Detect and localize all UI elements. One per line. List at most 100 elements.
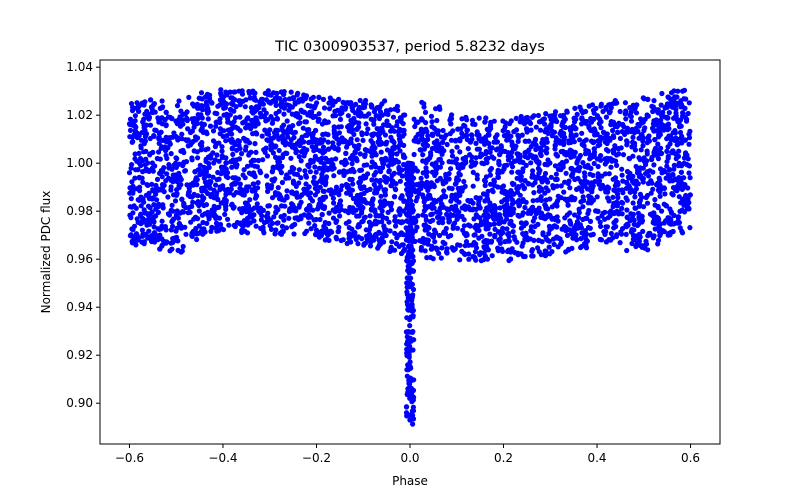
data-point [302,119,308,125]
data-point [342,106,348,112]
data-point [232,180,238,186]
data-point [649,180,655,186]
data-point [237,98,243,104]
data-point [516,213,522,219]
data-point [406,213,412,219]
data-point [448,166,454,172]
data-point [405,362,411,368]
data-point [494,139,500,145]
data-point [270,164,276,170]
data-point [626,156,633,162]
data-point [471,162,478,168]
data-point [265,184,271,190]
data-point [354,137,360,143]
data-point [595,163,601,170]
data-point [675,88,681,94]
data-point [658,102,664,108]
data-point [424,180,430,186]
data-point [636,238,643,244]
data-point [303,181,309,187]
data-point [606,171,612,177]
data-point [562,196,568,202]
data-point [681,160,687,166]
data-point [567,210,573,216]
data-point [260,157,266,163]
data-point [368,116,374,122]
data-point [438,134,444,140]
data-point [244,163,251,169]
data-point [530,168,536,174]
data-point [337,213,343,219]
data-point [499,189,505,195]
data-point [223,89,229,95]
data-point [457,257,463,263]
data-point [309,198,316,204]
data-point [640,243,646,249]
data-point [141,149,147,155]
data-point [221,128,227,134]
data-point [326,146,332,152]
data-point [357,167,363,173]
data-point [580,109,586,116]
data-point [520,166,526,172]
data-point [428,113,435,119]
data-point [686,170,692,176]
data-point [329,162,335,168]
data-point [311,174,317,180]
data-point [420,158,426,164]
data-point [163,178,169,184]
data-point [624,138,630,144]
data-point [546,238,553,244]
data-point [473,195,479,201]
data-point [229,146,235,152]
data-point [449,153,456,159]
data-point [340,237,346,243]
data-point [625,222,631,228]
data-point [549,133,555,139]
data-point [590,139,596,146]
data-point [560,148,566,154]
data-point [330,140,336,146]
data-point [317,216,323,223]
data-point [515,169,521,175]
data-point [643,238,649,244]
data-point [298,158,304,164]
data-point [307,169,313,175]
data-point [257,99,263,105]
data-point [331,173,337,179]
data-point [229,201,235,207]
data-point [268,226,275,232]
data-point [682,137,688,143]
data-point [159,105,165,111]
data-point [683,152,689,158]
data-point [232,142,238,148]
data-point [515,185,522,191]
data-point [605,148,611,154]
data-point [407,329,413,335]
data-point [146,215,152,221]
data-point [219,144,225,150]
data-point [252,185,258,192]
data-point [199,143,205,149]
y-tick-label: 0.92 [66,348,93,362]
data-point [643,161,649,168]
data-point [241,135,247,141]
data-point [380,159,386,165]
data-point [163,109,169,115]
data-point [676,160,682,166]
data-point [212,157,218,163]
data-point [179,131,185,137]
data-point [636,155,642,161]
data-point [649,156,655,163]
data-point [643,194,649,201]
data-point [171,162,177,168]
data-point [469,117,476,123]
data-point [549,249,555,255]
data-point [526,181,532,187]
data-point [287,141,293,147]
data-point [510,200,516,206]
data-point [322,118,328,124]
data-point [129,108,136,114]
data-point [397,212,403,218]
data-point [554,234,560,240]
